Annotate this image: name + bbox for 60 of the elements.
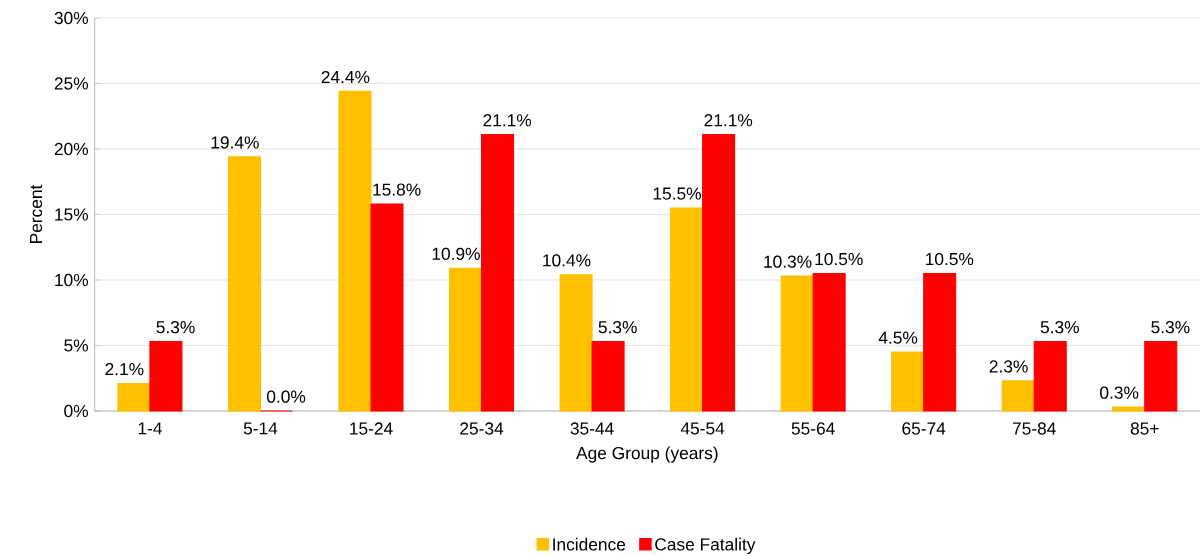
bar [559, 274, 593, 412]
bar [227, 156, 262, 412]
x-tick-label: 45-54 [680, 422, 725, 435]
data-label: 2.1% [105, 363, 144, 376]
x-tick-label: 25-34 [460, 422, 504, 435]
data-label: 5.3% [156, 321, 195, 334]
bar [923, 272, 957, 412]
bar [702, 134, 736, 412]
y-tick-label: 20% [54, 142, 89, 156]
bar [449, 267, 483, 412]
x-tick-label: 75-84 [1012, 422, 1056, 435]
data-label: 10.5% [926, 252, 974, 266]
data-label: 15.5% [653, 187, 701, 200]
bar [891, 351, 925, 412]
x-tick-label: 15-24 [350, 422, 393, 435]
bar [1112, 406, 1146, 412]
data-label: 10.9% [432, 247, 480, 260]
data-label: 10.4% [543, 254, 591, 267]
data-label: 15.8% [373, 183, 421, 196]
bar [149, 341, 183, 412]
data-label: 19.4% [211, 136, 259, 149]
bar [1001, 380, 1035, 412]
bar [370, 203, 404, 412]
data-label: 10.3% [764, 255, 812, 268]
bar [117, 382, 151, 412]
y-axis-title: Percent [30, 184, 43, 243]
bar [338, 90, 372, 412]
data-label: 5.3% [1151, 321, 1190, 334]
x-tick-label: 85+ [1130, 422, 1159, 435]
y-tick-label: 10% [55, 273, 89, 287]
data-label: 4.5% [878, 331, 918, 344]
y-tick-label: 5% [64, 339, 89, 352]
legend-label: Incidence [553, 537, 626, 551]
y-tick-label: 15% [55, 208, 89, 221]
data-label: 5.3% [598, 321, 637, 334]
x-tick-label: 1-4 [138, 422, 162, 435]
data-label: 21.1% [704, 114, 753, 127]
data-label: 21.1% [483, 114, 532, 127]
bar [481, 134, 515, 412]
bar [1144, 341, 1178, 412]
bar [591, 341, 625, 412]
x-tick-label: 65-74 [902, 422, 946, 435]
data-label: 0.3% [1100, 386, 1139, 399]
data-label: 0.0% [266, 390, 306, 403]
x-tick-label: 55-64 [791, 422, 835, 435]
bar [670, 207, 704, 412]
data-label: 5.3% [1040, 321, 1079, 334]
data-label: 24.4% [321, 70, 370, 84]
y-tick-label: 0% [64, 404, 89, 418]
x-axis-title: Age Group (years) [576, 446, 718, 463]
x-tick-label: 35-44 [570, 422, 614, 435]
bar [780, 275, 814, 412]
y-tick-label: 25% [54, 77, 89, 90]
bar [812, 272, 846, 412]
data-label: 2.3% [989, 360, 1028, 373]
y-tick-label: 30% [54, 11, 89, 25]
x-tick-label: 5-14 [243, 422, 278, 435]
data-label: 10.5% [815, 252, 863, 266]
bar [1033, 341, 1067, 412]
legend-label: Case Fatality [655, 537, 756, 554]
